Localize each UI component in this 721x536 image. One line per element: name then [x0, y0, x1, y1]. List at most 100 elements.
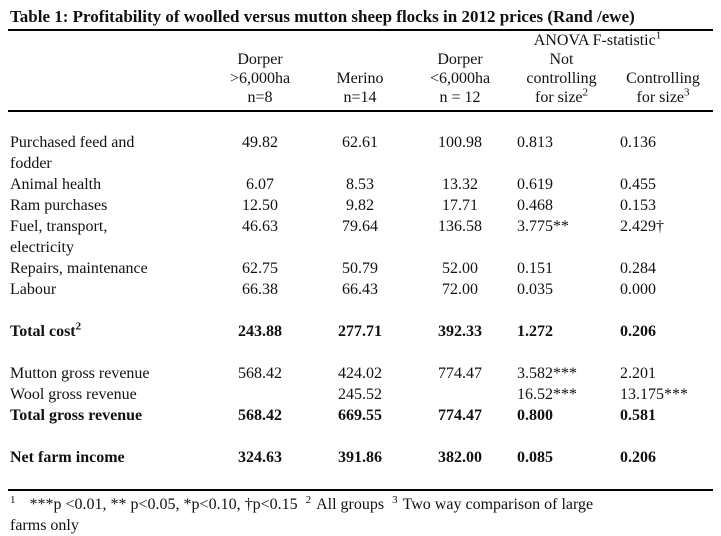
value-cell-merino: 391.86: [338, 449, 382, 466]
value-cell-dorper-small: 52.00: [442, 260, 478, 277]
column-header-dorper-small: Dorper <6,000ha n = 12: [410, 50, 510, 112]
value-cell-controlling: 2.429†: [620, 218, 664, 235]
table-row: Total cost2 243.88 277.71 392.33 1.272 0…: [8, 321, 713, 342]
footnote-superscript-1: 1: [10, 493, 16, 506]
value-cell-controlling: 13.175***: [620, 386, 688, 403]
value-cell-not-controlling: 16.52***: [517, 386, 577, 403]
row-label-header-cell: [8, 50, 210, 112]
table-row: Animal health 6.07 8.53 13.32 0.619 0.45…: [8, 174, 713, 195]
value-cell-dorper-small: 774.47: [438, 407, 482, 424]
value-cell-merino: 8.53: [346, 176, 374, 193]
spacer-row: [8, 300, 713, 321]
column-header-not-controlling: Not controlling for size2: [510, 50, 613, 112]
value-cell-controlling: 0.284: [620, 260, 656, 277]
footnote: 1 ***p <0.01, ** p<0.05, *p<0.10, †p<0.15…: [8, 489, 713, 536]
value-cell-merino: 277.71: [338, 323, 382, 340]
row-label-superscript: 2: [75, 320, 82, 333]
value-cell-not-controlling: 0.619: [517, 176, 553, 193]
anova-header: ANOVA F-statistic1: [510, 29, 713, 50]
value-cell-dorper-small: 392.33: [438, 323, 482, 340]
anova-header-row: ANOVA F-statistic1: [8, 29, 713, 50]
row-label: Ram purchases: [10, 197, 108, 214]
footnote-superscript-2: 2: [305, 493, 312, 506]
row-label: Fuel, transport, electricity: [10, 218, 108, 256]
value-cell-not-controlling: 0.085: [517, 449, 553, 466]
value-cell-not-controlling: 0.151: [517, 260, 553, 277]
row-label: Wool gross revenue: [10, 386, 137, 403]
spacer-row: [8, 426, 713, 447]
value-cell-dorper-small: [410, 384, 510, 405]
table-row: Total gross revenue 568.42 669.55 774.47…: [8, 405, 713, 426]
value-cell-dorper-small: 100.98: [438, 134, 482, 151]
value-cell-dorper-large: 12.50: [242, 197, 278, 214]
header-spacer-cell: [8, 31, 510, 50]
value-cell-dorper-large: 243.88: [238, 323, 282, 340]
value-cell-controlling: 0.455: [620, 176, 656, 193]
value-cell-dorper-large: 568.42: [238, 407, 282, 424]
value-cell-not-controlling: 0.813: [517, 134, 553, 151]
value-cell-merino: 669.55: [338, 407, 382, 424]
table-header: ANOVA F-statistic1 Dorper >6,000ha n=8 M…: [8, 29, 713, 112]
value-cell-merino: 424.02: [338, 365, 382, 382]
value-cell-controlling: 0.153: [620, 197, 656, 214]
column-header-merino: Merino n=14: [310, 50, 410, 112]
table-row: Wool gross revenue 245.52 16.52*** 13.17…: [8, 384, 713, 405]
value-cell-not-controlling: 0.468: [517, 197, 553, 214]
row-label: Net farm income: [10, 449, 125, 466]
value-cell-controlling: 0.206: [620, 323, 656, 340]
footnote-superscript-3: 3: [392, 493, 398, 506]
table-row: Labour 66.38 66.43 72.00 0.035 0.000: [8, 279, 713, 300]
anova-label: ANOVA F-statistic: [533, 32, 656, 49]
value-cell-merino: 50.79: [342, 260, 378, 277]
spacer-row: [8, 111, 713, 132]
table-row: Fuel, transport, electricity 46.63 79.64 …: [8, 216, 713, 258]
row-label: Animal health: [10, 176, 102, 193]
row-label: Total cost2: [10, 320, 82, 340]
value-cell-controlling: 0.206: [620, 449, 656, 466]
row-label: Purchased feed and fodder: [10, 134, 135, 172]
value-cell-controlling: 0.581: [620, 407, 656, 424]
value-cell-dorper-large: 62.75: [242, 260, 278, 277]
row-label: Total gross revenue: [10, 407, 143, 424]
value-cell-not-controlling: 0.035: [517, 281, 553, 298]
value-cell-not-controlling: 1.272: [517, 323, 553, 340]
table-row: Purchased feed and fodder 49.82 62.61 100…: [8, 132, 713, 174]
column-header-dorper-large: Dorper >6,000ha n=8: [210, 50, 310, 112]
table-body: Purchased feed and fodder 49.82 62.61 100…: [8, 111, 713, 468]
value-cell-not-controlling: 0.800: [517, 407, 553, 424]
value-cell-not-controlling: 3.775**: [517, 218, 569, 235]
data-table: ANOVA F-statistic1 Dorper >6,000ha n=8 M…: [8, 29, 713, 468]
value-cell-not-controlling: 3.582***: [517, 365, 577, 382]
row-label: Labour: [10, 281, 57, 298]
value-cell-merino: 66.43: [342, 281, 378, 298]
column-header-controlling: Controlling for size3: [613, 50, 713, 112]
value-cell-dorper-large: 324.63: [238, 449, 282, 466]
value-cell-dorper-large: [210, 384, 310, 405]
footnote-comparison-wrap: farms only: [10, 517, 79, 534]
table-title: Table 1: Profitability of woolled versus…: [8, 6, 713, 31]
value-cell-controlling: 0.000: [620, 281, 656, 298]
table-row: Net farm income 324.63 391.86 382.00 0.0…: [8, 447, 713, 468]
value-cell-dorper-large: 66.38: [242, 281, 278, 298]
value-cell-dorper-small: 72.00: [442, 281, 478, 298]
value-cell-merino: 9.82: [346, 197, 374, 214]
row-label: Mutton gross revenue: [10, 365, 150, 382]
value-cell-controlling: 0.136: [620, 134, 656, 151]
value-cell-controlling: 2.201: [620, 365, 656, 382]
value-cell-dorper-large: 46.63: [242, 218, 278, 235]
column-superscript: 3: [684, 86, 690, 99]
value-cell-merino: 62.61: [342, 134, 378, 151]
anova-superscript: 1: [655, 29, 662, 42]
value-cell-dorper-large: 6.07: [246, 176, 274, 193]
footnote-significance: ***p <0.01, ** p<0.05, *p<0.10, †p<0.15: [29, 496, 298, 513]
row-label: Repairs, maintenance: [10, 260, 148, 277]
table-row: Mutton gross revenue 568.42 424.02 774.4…: [8, 363, 713, 384]
table-row: Ram purchases 12.50 9.82 17.71 0.468 0.1…: [8, 195, 713, 216]
footnote-comparison: Two way comparison of large: [402, 496, 594, 513]
value-cell-merino: 79.64: [342, 218, 378, 235]
value-cell-merino: 245.52: [338, 386, 382, 403]
column-superscript: 2: [582, 86, 589, 99]
table-row: Repairs, maintenance 62.75 50.79 52.00 0…: [8, 258, 713, 279]
value-cell-dorper-large: 49.82: [242, 134, 278, 151]
